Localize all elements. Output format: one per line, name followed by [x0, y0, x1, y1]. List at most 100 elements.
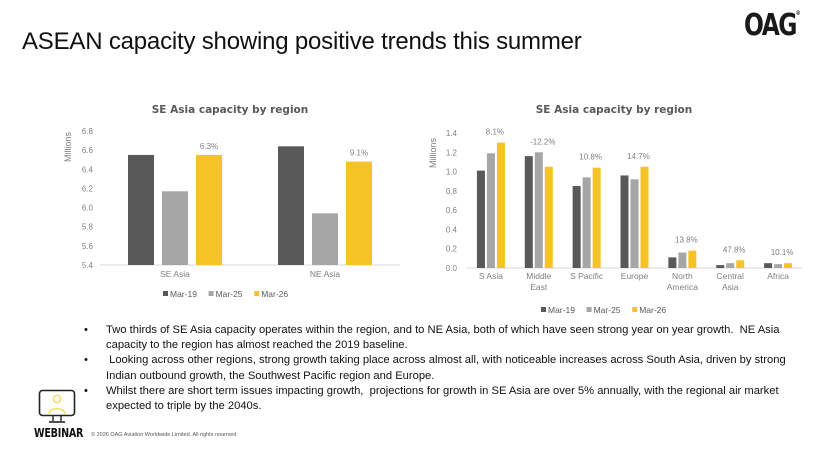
- webinar-label: WEBINAR: [34, 426, 84, 440]
- bar-mar-26-europe: [640, 166, 649, 268]
- legend-swatch: [208, 291, 214, 296]
- legend-swatch: [163, 291, 168, 296]
- growth-data-label: 10.1%: [771, 248, 794, 257]
- legend-label: Mar-19: [548, 305, 575, 315]
- y-tick-label: 1.0: [446, 168, 458, 177]
- growth-data-label: 6.3%: [200, 142, 218, 151]
- x-category-label: NE Asia: [310, 269, 341, 279]
- growth-data-label: 14.7%: [627, 152, 650, 161]
- legend: Mar-19 Mar-25 Mar-26: [541, 305, 666, 315]
- chart-title: SE Asia capacity by region: [152, 104, 308, 116]
- y-tick-label: 6.6: [82, 146, 94, 155]
- bar-mar-26-se-asia: [196, 154, 222, 265]
- growth-data-label: 13.8%: [675, 236, 698, 245]
- chart-se-asia-ne-asia: SE Asia capacity by region Millions 5.45…: [63, 104, 400, 299]
- legend-label: Mar-25: [216, 289, 243, 299]
- bar-mar-26-middle-east: [544, 166, 553, 268]
- legend-label: Mar-19: [170, 289, 197, 299]
- bullet-dot: •: [84, 324, 88, 336]
- bullet-item: • Looking across other regions, strong g…: [84, 353, 804, 383]
- x-category-label: S Pacific: [570, 271, 604, 281]
- x-category-label: North: [672, 271, 693, 281]
- growth-data-label: 47.8%: [723, 245, 746, 254]
- bullet-text: Two thirds of SE Asia capacity operates …: [106, 324, 783, 352]
- bullet-dot: •: [84, 354, 88, 367]
- bar-mar-25-s-pacific: [582, 177, 591, 268]
- y-axis-label: Millions: [428, 138, 438, 169]
- legend-label: Mar-25: [594, 305, 621, 315]
- bars: [476, 142, 793, 268]
- bullet-list: • Two thirds of SE Asia capacity operates…: [84, 323, 804, 414]
- y-tick-label: 6.8: [82, 127, 94, 136]
- bar-mar-26-africa: [784, 263, 793, 268]
- growth-data-label: 9.1%: [350, 149, 368, 158]
- bar-mar-25-ne-asia: [312, 213, 338, 265]
- bar-mar-26-north-america: [688, 250, 697, 268]
- bar-mar-19-s-pacific: [572, 186, 581, 268]
- y-axis-label: Millions: [63, 132, 73, 163]
- bullet-text: Whilst there are short term issues impac…: [106, 384, 782, 413]
- x-category-label: Asia: [722, 282, 739, 292]
- legend-label: Mar-26: [639, 305, 666, 315]
- x-category-label: Africa: [767, 271, 789, 281]
- copyright-text: © 2026 OAG Aviation Worldwide Limited. A…: [91, 432, 237, 438]
- bar-mar-19-ne-asia: [278, 146, 304, 265]
- monitor-person-icon: [38, 389, 76, 423]
- bar-mar-26-central-asia: [736, 260, 745, 268]
- bar-mar-19-europe: [620, 175, 629, 268]
- x-category-label: America: [667, 282, 698, 292]
- legend: Mar-19 Mar-25 Mar-26: [163, 289, 288, 299]
- x-category-label: SE Asia: [160, 269, 190, 279]
- bar-mar-19-s-asia: [476, 170, 485, 268]
- x-category-label: S Asia: [479, 271, 503, 281]
- growth-data-label: 10.8%: [579, 153, 602, 162]
- y-tick-label: 5.4: [82, 261, 94, 270]
- bar-mar-25-north-america: [678, 252, 687, 268]
- bars: [128, 146, 372, 265]
- bar-mar-19-middle-east: [524, 156, 533, 268]
- growth-data-label: -12.2%: [530, 137, 555, 146]
- legend-swatch: [254, 291, 260, 296]
- x-category-label: Central: [717, 271, 745, 281]
- bar-mar-26-s-asia: [496, 142, 505, 268]
- bar-mar-25-se-asia: [162, 191, 188, 265]
- bar-mar-19-central-asia: [716, 265, 725, 268]
- y-tick-label: 0.6: [446, 206, 458, 215]
- slide-title: ASEAN capacity showing positive trends t…: [22, 28, 582, 55]
- bar-mar-19-north-america: [668, 257, 677, 268]
- bar-mar-26-ne-asia: [346, 161, 372, 265]
- bar-mar-25-central-asia: [726, 263, 735, 268]
- bar-mar-26-s-pacific: [592, 167, 601, 268]
- legend-swatch: [541, 307, 546, 312]
- oag-logo: OAG®: [744, 8, 801, 43]
- y-tick-label: 0.4: [446, 225, 458, 234]
- y-tick-label: 6.0: [82, 204, 94, 213]
- y-tick-label: 5.6: [82, 242, 94, 251]
- y-tick-label: 0.0: [446, 264, 458, 273]
- bullet-item: • Two thirds of SE Asia capacity operates…: [84, 323, 804, 353]
- bar-mar-25-europe: [630, 179, 639, 268]
- data-labels: 8.1% -12.2% 10.8% 14.7% 13.8% 47.8% 10.1%: [486, 128, 794, 258]
- y-tick-label: 6.4: [82, 165, 94, 174]
- x-axis-categories: SE Asia NE Asia: [160, 269, 340, 279]
- legend-swatch: [586, 307, 592, 312]
- x-category-label: Middle: [526, 271, 551, 281]
- growth-data-label: 8.1%: [486, 128, 504, 137]
- bullet-text: Looking across other regions, strong gro…: [106, 354, 789, 382]
- y-axis-ticks: 0.0 0.2 0.4 0.6 0.8 1.0 1.2 1.4: [446, 129, 458, 273]
- bullet-item: • Whilst there are short term issues impa…: [84, 384, 804, 414]
- y-axis-ticks: 5.4 5.6 5.8 6.0 6.2 6.4 6.6 6.8: [82, 127, 94, 270]
- bar-mar-25-africa: [774, 264, 783, 268]
- x-category-label: Europe: [621, 271, 649, 281]
- y-tick-label: 6.2: [82, 184, 94, 193]
- chart-se-asia-other-regions: SE Asia capacity by region Millions 0.00…: [428, 104, 802, 315]
- bar-mar-19-africa: [764, 263, 773, 268]
- x-category-label: East: [530, 282, 548, 292]
- bullet-dot: •: [84, 384, 88, 397]
- y-tick-label: 5.8: [82, 223, 94, 232]
- y-tick-label: 0.2: [446, 245, 458, 254]
- y-tick-label: 1.4: [446, 129, 458, 138]
- legend-label: Mar-26: [261, 289, 288, 299]
- oag-logo-text: OAG: [744, 8, 797, 43]
